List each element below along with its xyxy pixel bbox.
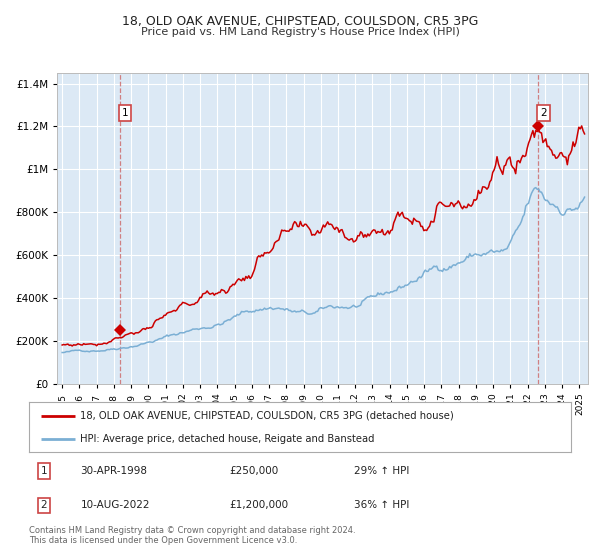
Text: 1: 1	[41, 466, 47, 476]
Text: £250,000: £250,000	[229, 466, 279, 476]
Text: 10-AUG-2022: 10-AUG-2022	[80, 501, 150, 510]
Text: 2: 2	[41, 501, 47, 510]
Text: Price paid vs. HM Land Registry's House Price Index (HPI): Price paid vs. HM Land Registry's House …	[140, 27, 460, 37]
Text: HPI: Average price, detached house, Reigate and Banstead: HPI: Average price, detached house, Reig…	[80, 434, 375, 444]
Text: £1,200,000: £1,200,000	[229, 501, 289, 510]
Text: 18, OLD OAK AVENUE, CHIPSTEAD, COULSDON, CR5 3PG (detached house): 18, OLD OAK AVENUE, CHIPSTEAD, COULSDON,…	[80, 410, 454, 421]
Text: 36% ↑ HPI: 36% ↑ HPI	[354, 501, 410, 510]
Text: 18, OLD OAK AVENUE, CHIPSTEAD, COULSDON, CR5 3PG: 18, OLD OAK AVENUE, CHIPSTEAD, COULSDON,…	[122, 15, 478, 27]
Text: 30-APR-1998: 30-APR-1998	[80, 466, 148, 476]
Text: Contains HM Land Registry data © Crown copyright and database right 2024.: Contains HM Land Registry data © Crown c…	[29, 526, 355, 535]
Text: 2: 2	[540, 108, 547, 118]
Text: 1: 1	[121, 108, 128, 118]
Text: This data is licensed under the Open Government Licence v3.0.: This data is licensed under the Open Gov…	[29, 536, 297, 545]
Text: 29% ↑ HPI: 29% ↑ HPI	[354, 466, 410, 476]
